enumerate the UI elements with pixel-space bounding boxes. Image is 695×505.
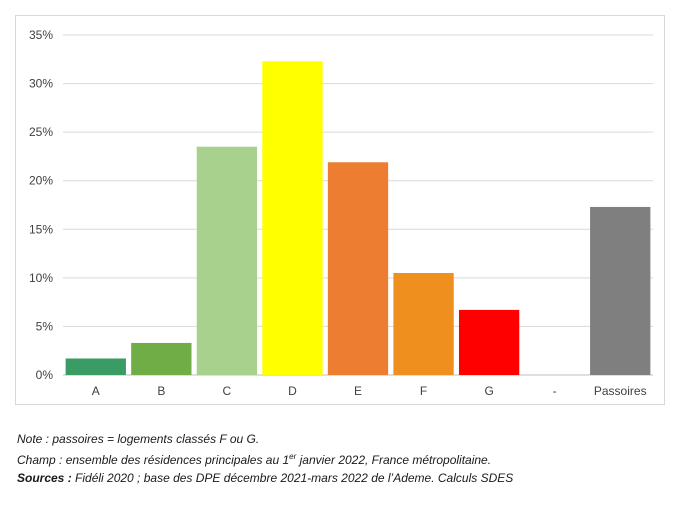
note-label: Note :: [17, 432, 50, 446]
y-tick-label: 20%: [29, 174, 53, 188]
x-tick-label: E: [354, 384, 362, 398]
x-tick-label: B: [157, 384, 165, 398]
bar-e: [327, 162, 389, 375]
bar-g: [458, 309, 520, 375]
note-text: passoires = logements classés F ou G.: [49, 432, 260, 446]
x-tick-label: -: [553, 384, 557, 398]
x-tick-label: D: [288, 384, 297, 398]
champ-text-end: janvier 2022, France métropolitaine.: [296, 453, 492, 467]
bar-f: [393, 273, 454, 375]
champ-line: Champ : ensemble des résidences principa…: [17, 448, 513, 469]
x-tick-label: Passoires: [594, 384, 647, 398]
y-tick-label: 30%: [29, 77, 53, 91]
note-line: Note : passoires = logements classés F o…: [17, 430, 513, 448]
sources-text: Fidéli 2020 ; base des DPE décembre 2021…: [71, 471, 514, 485]
y-tick-label: 10%: [29, 271, 53, 285]
champ-label: Champ :: [17, 453, 63, 467]
y-tick-label: 25%: [29, 125, 53, 139]
y-tick-label: 35%: [29, 28, 53, 42]
x-tick-label: G: [484, 384, 493, 398]
bar-a: [65, 358, 126, 375]
y-tick-label: 5%: [36, 319, 54, 333]
sources-label: Sources :: [17, 471, 72, 485]
y-tick-label: 0%: [36, 368, 54, 382]
bar-chart: 0% 5% 10% 15% 20% 25% 30% 35% A B C D E F G - Passoires: [29, 28, 653, 398]
champ-text: ensemble des résidences principales au 1: [62, 453, 290, 467]
bar-d: [262, 61, 323, 375]
x-tick-label: C: [223, 384, 232, 398]
sources-line: Sources : Fidéli 2020 ; base des DPE déc…: [17, 469, 513, 487]
bar-b: [131, 342, 192, 375]
y-tick-label: 15%: [29, 222, 53, 236]
chart-frame: 0% 5% 10% 15% 20% 25% 30% 35% A B C D E F G - Passoires: [15, 15, 665, 405]
bar-c: [196, 146, 258, 375]
champ-superscript: er: [289, 452, 297, 461]
x-tick-label: A: [92, 384, 100, 398]
x-tick-label: F: [420, 384, 427, 398]
bar-passoires: [590, 206, 651, 375]
chart-notes: Note : passoires = logements classés F o…: [17, 430, 513, 487]
